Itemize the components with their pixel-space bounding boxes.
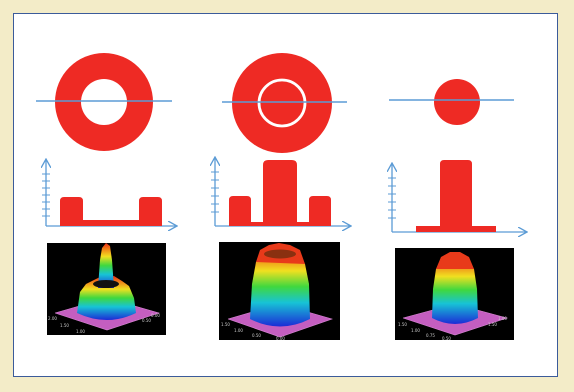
column-ring: 2.001.50 1.00 0.500.00 [36, 53, 176, 335]
profile-three-peaks [229, 160, 331, 226]
svg-text:1.50: 1.50 [488, 322, 497, 327]
surface-plot-ring-inner: 1.50 1.00 0.50 0.00 [219, 242, 340, 341]
svg-text:0.75: 0.75 [426, 333, 435, 338]
svg-text:0.50: 0.50 [252, 333, 261, 338]
svg-text:1.00: 1.00 [76, 329, 85, 334]
column-ring-with-inner-line: 1.50 1.00 0.50 0.00 [211, 53, 350, 341]
surface-plot-ring: 2.001.50 1.00 0.500.00 [47, 243, 166, 335]
svg-text:2.00: 2.00 [48, 316, 57, 321]
svg-text:1.50: 1.50 [221, 322, 230, 327]
column-top [436, 252, 474, 269]
y-axis-ticks [42, 173, 50, 217]
profile-single-peak [416, 160, 496, 232]
svg-text:0.50: 0.50 [442, 336, 451, 341]
svg-text:1.00: 1.00 [234, 328, 243, 333]
svg-text:0.00: 0.00 [276, 336, 285, 341]
surface-plot-disk: 1.501.00 0.750.50 1.501.00 [395, 248, 514, 341]
svg-text:0.00: 0.00 [151, 313, 160, 318]
ring-hole [81, 79, 127, 125]
disk-shape [434, 79, 480, 125]
center-spike [98, 243, 114, 288]
svg-text:1.50: 1.50 [398, 322, 407, 327]
plot-ticks: 2.001.50 1.00 0.500.00 [48, 313, 160, 334]
svg-text:1.50: 1.50 [60, 323, 69, 328]
y-axis-ticks [388, 177, 396, 219]
column-wall [432, 256, 478, 324]
column-disk: 1.501.00 0.750.50 1.501.00 [388, 79, 526, 341]
figure-svg: 2.001.50 1.000.500.00 [36, 53, 559, 341]
ring-wall [77, 276, 136, 320]
column-wall [250, 247, 310, 327]
profile-two-peaks [60, 197, 162, 226]
svg-text:0.50: 0.50 [142, 318, 151, 323]
figure-panel: 2.00 1.50 1.00 0.50 0.00 [13, 13, 558, 377]
plot-ticks: 1.501.00 0.750.50 1.501.00 [398, 316, 507, 341]
svg-text:1.00: 1.00 [411, 328, 420, 333]
ring-hole [257, 78, 307, 128]
y-axis-ticks [211, 171, 219, 213]
svg-text:1.00: 1.00 [498, 316, 507, 321]
plot-ticks: 1.50 1.00 0.50 0.00 [221, 322, 285, 341]
